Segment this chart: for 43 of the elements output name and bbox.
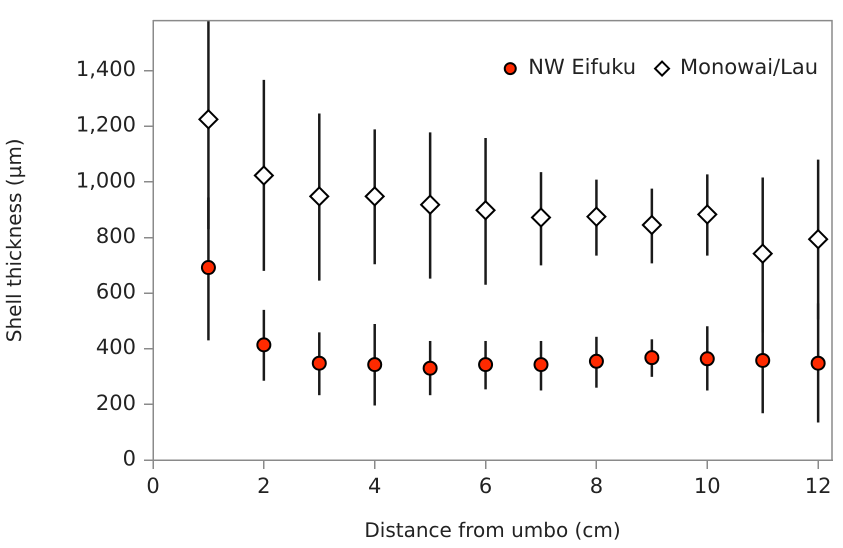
x-tick-label: 12	[804, 474, 832, 498]
point	[312, 356, 327, 371]
y-tick-label: 1,200	[76, 112, 136, 137]
x-tick-label: 2	[257, 474, 271, 498]
point	[364, 186, 385, 206]
point	[810, 356, 826, 371]
point	[254, 166, 274, 186]
point	[476, 200, 496, 220]
point	[586, 206, 606, 227]
legend-label: NW Eifuku	[528, 55, 636, 80]
x-tick-label: 8	[590, 474, 604, 498]
point	[200, 260, 216, 276]
y-tick-label: 400	[96, 335, 136, 360]
point	[534, 357, 548, 372]
y-tick-label: 1,000	[76, 168, 136, 192]
y-tick-label: 600	[96, 280, 136, 304]
point	[644, 350, 660, 366]
point	[752, 244, 773, 264]
y-tick-label: 1,400	[76, 57, 136, 82]
point	[700, 351, 715, 366]
point	[422, 360, 438, 376]
point	[588, 354, 604, 369]
legend-label: Monowai/Lau	[680, 55, 818, 80]
y-axis-title: Shell thickness (µm)	[2, 138, 26, 342]
point	[755, 352, 770, 368]
x-tick-label: 0	[146, 474, 160, 498]
point	[808, 229, 828, 250]
y-tick-label: 200	[96, 390, 136, 415]
y-tick-label: 800	[96, 224, 136, 248]
point	[309, 186, 330, 206]
x-tick-label: 10	[694, 474, 721, 498]
point	[198, 109, 218, 130]
point	[478, 357, 494, 372]
y-tick-label: 0	[122, 446, 136, 470]
point	[697, 204, 718, 224]
x-tick-label: 4	[368, 474, 382, 498]
x-axis-title: Distance from umbo (cm)	[364, 518, 621, 542]
point	[420, 194, 440, 215]
x-tick-label: 6	[478, 474, 492, 498]
point	[642, 215, 662, 236]
point	[367, 357, 382, 372]
point	[531, 207, 551, 228]
point	[256, 337, 272, 352]
